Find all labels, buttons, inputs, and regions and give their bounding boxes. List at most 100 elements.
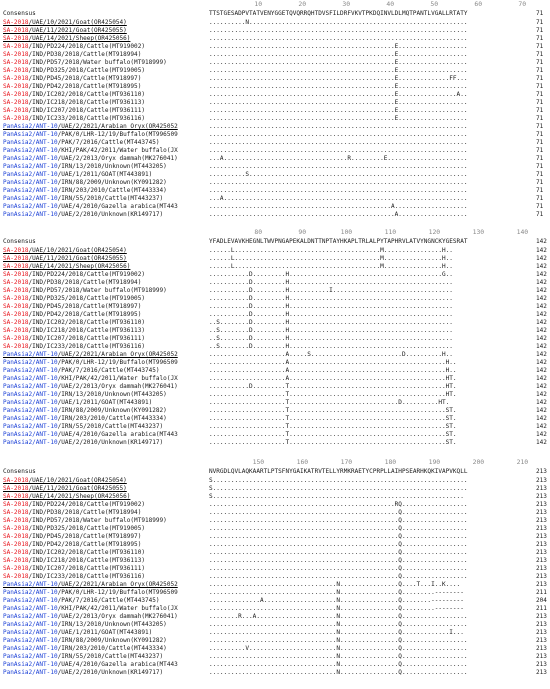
sequence-name: /IND/PD57/2018/Water buffalo(MT918999) <box>28 287 167 294</box>
end-position: 213 <box>536 485 547 492</box>
consensus-label: Consensus <box>3 468 36 475</box>
sequence-lineage: SA-2018 <box>3 43 29 50</box>
sequence-label: SA-2018/UAE/11/2021/Goat(OR425055) <box>3 27 127 35</box>
sequence-lineage: SA-2018 <box>3 51 29 58</box>
end-position: 71 <box>536 19 544 26</box>
aligned-sequence: .....................T..................… <box>209 431 457 438</box>
sequence-name: /IND/PD38/2018/Cattle(MT918994) <box>28 279 142 286</box>
sequence-label: SA-2018/IND/PD42/2018/Cattle(MT918995) <box>3 541 141 549</box>
aligned-sequence: ...................................N....… <box>209 653 468 660</box>
ruler-tick: 90 <box>298 228 307 236</box>
sequence-name: /IND/IC207/2018/Cattle(MT936111) <box>28 565 145 572</box>
sequence-lineage: PanAsia2/ANT-10 <box>3 589 58 596</box>
sequence-name: /IND/PD325/2018/Cattle(MT919005) <box>28 525 145 532</box>
sequence-name: /UAE/14/2021/Sheep(OR425056) <box>28 35 131 42</box>
sequence-lineage: SA-2018 <box>3 67 29 74</box>
sequence-label: SA-2018/UAE/10/2021/Goat(OR425054) <box>3 19 127 27</box>
sequence-name: /IRN/55/2010/Cattle(MT443237) <box>57 195 164 202</box>
sequence-name: /KHI/PAK/42/2011/Water buffalo(JX <box>57 147 178 154</box>
end-position: 142 <box>536 319 547 326</box>
sequence-name: /IND/IC233/2018/Cattle(MT936116) <box>28 573 145 580</box>
aligned-sequence: ...................................N....… <box>209 621 468 628</box>
end-position: 213 <box>536 549 547 556</box>
aligned-sequence: ........................................… <box>209 75 468 82</box>
sequence-lineage: SA-2018 <box>3 565 29 572</box>
aligned-sequence: ........................................… <box>209 517 468 524</box>
ruler-tick: 40 <box>386 0 395 8</box>
sequence-label: PanAsia2/ANT-10/IRN/203/2010/Cattle(MT44… <box>3 187 167 195</box>
aligned-sequence: ........................................… <box>209 43 468 50</box>
sequence-name: /IND/PD38/2018/Cattle(MT918994) <box>28 51 142 58</box>
aligned-sequence: ........................................… <box>209 131 468 138</box>
sequence-name: /IND/PD42/2018/Cattle(MT918995) <box>28 83 142 90</box>
end-position: 213 <box>536 509 547 516</box>
ruler-tick: 50 <box>430 0 439 8</box>
sequence-label: PanAsia2/ANT-10/UAE/1/2011/GOAT(MT443891… <box>3 629 152 637</box>
sequence-name: /IRN/88/2009/Unknown(KY091282) <box>57 407 167 414</box>
aligned-sequence: ...................................N....… <box>209 581 461 588</box>
aligned-sequence: ........................................… <box>209 203 468 210</box>
end-position: 142 <box>536 335 547 342</box>
end-position: 71 <box>536 91 544 98</box>
sequence-label: PanAsia2/ANT-10/IRN/55/2010/Cattle(MT443… <box>3 195 163 203</box>
sequence-lineage: PanAsia2/ANT-10 <box>3 621 58 628</box>
sequence-lineage: SA-2018 <box>3 27 29 34</box>
sequence-label: PanAsia2/ANT-10/IRN/88/2009/Unknown(KY09… <box>3 637 167 645</box>
end-position: 71 <box>536 195 544 202</box>
aligned-sequence: .....................T..................… <box>209 407 457 414</box>
sequence-label: PanAsia2/ANT-10/UAE/4/2010/Gazella arabi… <box>3 431 178 439</box>
end-position: 71 <box>536 43 544 50</box>
aligned-sequence: ..S........D.........H..................… <box>209 319 453 326</box>
sequence-lineage: PanAsia2/ANT-10 <box>3 613 58 620</box>
end-position: 71 <box>536 59 544 66</box>
sequence-lineage: PanAsia2/ANT-10 <box>3 439 58 446</box>
sequence-label: SA-2018/IND/IC202/2018/Cattle(MT936110) <box>3 549 145 557</box>
aligned-sequence: ...........D.........H...........I......… <box>209 287 453 294</box>
sequence-label: SA-2018/IND/PD42/2018/Cattle(MT918995) <box>3 83 141 91</box>
aligned-sequence: ........................................… <box>209 91 468 98</box>
sequence-label: PanAsia2/ANT-10/UAE/2/2021/Arabian Oryx(… <box>3 581 178 589</box>
sequence-label: SA-2018/IND/PD224/2018/Cattle(MT919002) <box>3 43 145 51</box>
sequence-name: /IND/IC207/2018/Cattle(MT936111) <box>28 107 145 114</box>
sequence-name: /IRN/203/2010/Cattle(MT443334) <box>57 645 167 652</box>
sequence-label: SA-2018/IND/PD45/2018/Cattle(MT918997) <box>3 533 141 541</box>
sequence-label: PanAsia2/ANT-10/IRN/13/2010/Unknown(MT44… <box>3 391 167 399</box>
sequence-lineage: PanAsia2/ANT-10 <box>3 661 58 668</box>
sequence-name: /IND/IC202/2018/Cattle(MT936110) <box>28 549 145 556</box>
end-position: 71 <box>536 27 544 34</box>
aligned-sequence: ...........D.........H..................… <box>209 303 453 310</box>
end-position: 213 <box>536 573 547 580</box>
sequence-name: /IND/PD42/2018/Cattle(MT918995) <box>28 541 142 548</box>
sequence-label: SA-2018/IND/IC207/2018/Cattle(MT936111) <box>3 335 145 343</box>
sequence-lineage: SA-2018 <box>3 115 29 122</box>
aligned-sequence: ..........S.............................… <box>209 171 468 178</box>
sequence-lineage: PanAsia2/ANT-10 <box>3 375 58 382</box>
sequence-name: /UAE/11/2021/Goat(OR425055) <box>28 255 127 262</box>
sequence-name: /IRN/13/2010/Unknown(MT443205) <box>57 621 167 628</box>
ruler-tick: 190 <box>428 458 441 466</box>
aligned-sequence: ........................................… <box>209 549 468 556</box>
sequence-name: /IRN/88/2009/Unknown(KY091282) <box>57 179 167 186</box>
end-position: 213 <box>536 669 547 676</box>
end-position: 213 <box>536 501 547 508</box>
ruler-tick: 70 <box>518 0 527 8</box>
sequence-name: /UAE/10/2021/Goat(OR425054) <box>28 247 127 254</box>
sequence-lineage: SA-2018 <box>3 485 29 492</box>
end-position: 142 <box>536 303 547 310</box>
aligned-sequence: ........................................… <box>209 163 468 170</box>
end-position: 142 <box>536 343 547 350</box>
sequence-name: /IRN/13/2010/Unknown(MT443205) <box>57 163 167 170</box>
aligned-sequence: ........................................… <box>209 501 468 508</box>
sequence-label: PanAsia2/ANT-10/PAK/7/2016/Cattle(MT4437… <box>3 597 160 605</box>
sequence-name: /UAE/10/2021/Goat(OR425054) <box>28 477 127 484</box>
aligned-sequence: ........................................… <box>209 115 468 122</box>
end-position: 71 <box>536 123 544 130</box>
end-position: 213 <box>536 525 547 532</box>
sequence-name: /IND/IC202/2018/Cattle(MT936110) <box>28 91 145 98</box>
end-position: 213 <box>536 581 547 588</box>
end-position: 142 <box>536 383 547 390</box>
sequence-lineage: PanAsia2/ANT-10 <box>3 629 58 636</box>
ruler-tick: 10 <box>254 0 263 8</box>
sequence-lineage: PanAsia2/ANT-10 <box>3 605 58 612</box>
sequence-name: /IND/PD325/2018/Cattle(MT919005) <box>28 67 145 74</box>
